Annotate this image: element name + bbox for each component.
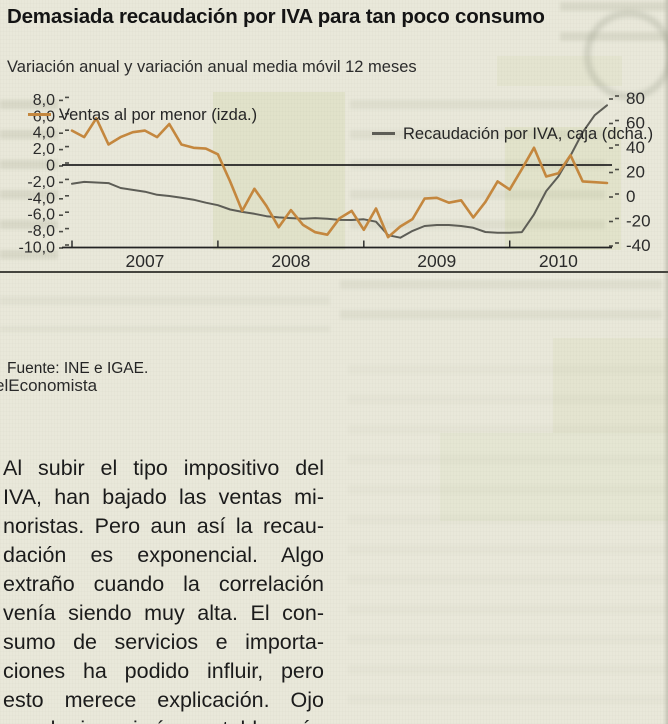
legend-label: Recaudación por IVA, caja (dcha.) [403, 125, 654, 143]
chart-title: Demasiada recaudación por IVA para tan p… [7, 5, 545, 28]
bleed-through-text [340, 280, 662, 328]
svg-text:2009: 2009 [417, 251, 456, 271]
iva-line-marker-icon [372, 132, 395, 136]
svg-text:2008: 2008 [271, 251, 310, 271]
svg-text:60: 60 [626, 114, 645, 133]
svg-text:2007: 2007 [125, 251, 164, 271]
legend-item-ventas: Ventas al por menor (izda.) [28, 106, 668, 125]
source-note: Fuente: INE e IGAE. [7, 360, 149, 377]
svg-text:40: 40 [626, 138, 645, 157]
ventas-line-marker-icon [28, 113, 51, 117]
svg-text:8,0: 8,0 [33, 92, 55, 109]
svg-text:-2,0: -2,0 [27, 174, 55, 191]
svg-text:6,0: 6,0 [33, 108, 55, 125]
svg-text:2010: 2010 [539, 251, 578, 271]
article-paragraph: Al subir el tipo impositivo del IVA, han … [3, 456, 324, 724]
svg-text:-6,0: -6,0 [27, 207, 55, 224]
chart-subtitle: Variación anual y variación anual media … [7, 58, 417, 76]
svg-text:0: 0 [626, 187, 635, 206]
svg-text:4,0: 4,0 [33, 125, 55, 142]
legend-item-iva: Recaudación por IVA, caja (dcha.) [372, 125, 668, 144]
bleed-through-text [348, 365, 666, 710]
svg-text:20: 20 [626, 163, 645, 182]
legend-label: Ventas al por menor (izda.) [59, 106, 258, 124]
svg-text:2,0: 2,0 [33, 141, 55, 158]
svg-text:0: 0 [46, 158, 55, 175]
publication-brand: elEconomista [0, 376, 98, 395]
svg-text:-4,0: -4,0 [27, 190, 55, 207]
svg-text:-20: -20 [626, 212, 651, 231]
svg-text:-10,0: -10,0 [19, 240, 56, 257]
chart-footer-rule [0, 271, 668, 273]
svg-text:-8,0: -8,0 [27, 223, 55, 240]
svg-text:80: 80 [626, 89, 645, 108]
svg-text:-40: -40 [626, 236, 651, 255]
bleed-through-text [0, 296, 330, 332]
bleed-through-patch [440, 433, 668, 521]
